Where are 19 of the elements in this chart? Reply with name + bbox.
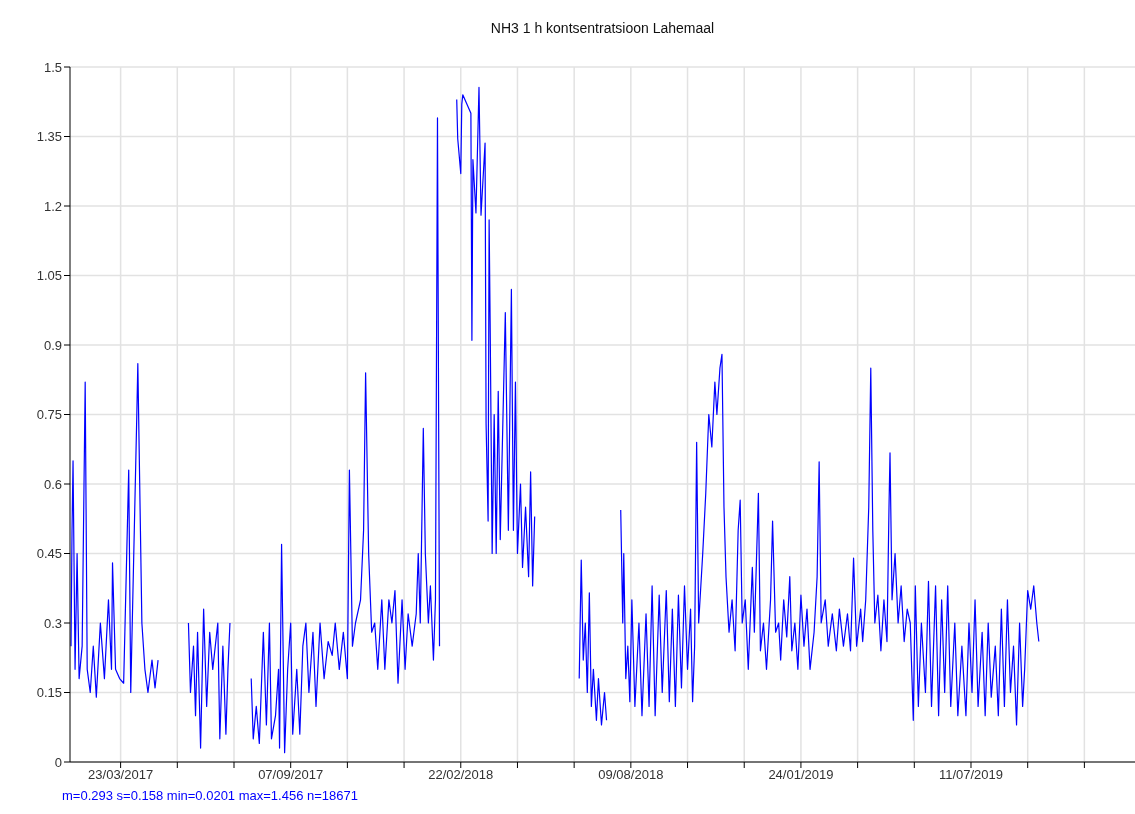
x-tick-label: 09/08/2018	[598, 767, 664, 783]
y-tick-label: 1.35	[36, 129, 62, 145]
x-tick-label: 23/03/2017	[88, 767, 154, 783]
y-tick-label: 0.15	[36, 685, 62, 701]
chart-title: NH3 1 h kontsentratsioon Lahemaal	[489, 20, 716, 36]
x-tick-label: 22/02/2018	[428, 767, 494, 783]
text: m=0.293 s=0.158 min=0.0201 max=1.456 n=18671	[62, 788, 358, 803]
y-tick-label: 1.5	[43, 59, 62, 75]
y-tick-label: 0.6	[43, 476, 62, 492]
y-tick-label: 1.05	[36, 268, 62, 284]
y-tick-label: 0.3	[43, 615, 62, 631]
y-tick-label: 0	[54, 754, 62, 770]
y-tick-label: 1.2	[43, 198, 62, 214]
x-tick-label: 24/01/2019	[768, 767, 834, 783]
x-tick-label: 07/09/2017	[258, 767, 324, 783]
y-tick-label: 0.9	[43, 337, 62, 353]
y-tick-label: 0.75	[36, 407, 62, 423]
x-tick-label: 11/07/2019	[938, 767, 1004, 783]
y-tick-label: 0.45	[36, 546, 62, 562]
